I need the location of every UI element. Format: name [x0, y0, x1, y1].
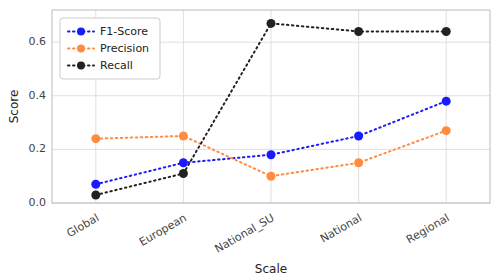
series — [91, 97, 450, 189]
y-tick-label: 0.4 — [29, 89, 47, 102]
x-tick-label: National_SU — [213, 211, 277, 255]
series-marker — [442, 27, 451, 36]
series-marker — [354, 158, 363, 167]
series-marker — [354, 27, 363, 36]
series-marker — [267, 172, 276, 181]
series-marker — [442, 97, 451, 106]
plot-frame — [52, 10, 490, 203]
x-tick-label: Regional — [404, 211, 452, 246]
series-marker — [179, 158, 188, 167]
series-marker — [91, 180, 100, 189]
chart: 0.0 0.2 0.4 0.6 Global European National_SU Nat… — [0, 0, 500, 279]
y-tick-label: 0.0 — [29, 196, 47, 209]
series-marker — [179, 131, 188, 140]
series-line — [96, 101, 446, 184]
series-marker — [179, 169, 188, 178]
y-tick-label: 0.6 — [29, 35, 47, 48]
x-axis-label: Scale — [255, 262, 287, 276]
series-marker — [91, 134, 100, 143]
legend-swatch-marker — [77, 28, 85, 36]
series-marker — [91, 190, 100, 199]
grid — [52, 10, 490, 203]
legend-swatch-marker — [77, 45, 85, 53]
series-marker — [267, 19, 276, 28]
legend-box — [60, 18, 160, 79]
x-tick-label: European — [137, 211, 189, 248]
x-tick-label: National — [318, 211, 364, 245]
legend-label: Recall — [100, 59, 133, 72]
legend-label: F1-Score — [100, 25, 148, 38]
y-tick-label: 0.2 — [29, 142, 47, 155]
series — [91, 19, 450, 200]
x-tick-label: Global — [64, 211, 101, 240]
legend-label: Precision — [100, 42, 149, 55]
plot-area — [91, 19, 450, 200]
series-line — [96, 131, 446, 177]
series-line — [96, 23, 446, 195]
x-grid-line — [446, 10, 447, 203]
series-marker — [267, 150, 276, 159]
series-marker — [442, 126, 451, 135]
x-grid-line — [358, 10, 359, 203]
y-axis-label: Score — [7, 90, 21, 124]
series-marker — [354, 131, 363, 140]
legend: F1-Score Precision Recall — [60, 18, 160, 79]
series — [91, 126, 450, 181]
legend-swatch-marker — [77, 62, 85, 70]
